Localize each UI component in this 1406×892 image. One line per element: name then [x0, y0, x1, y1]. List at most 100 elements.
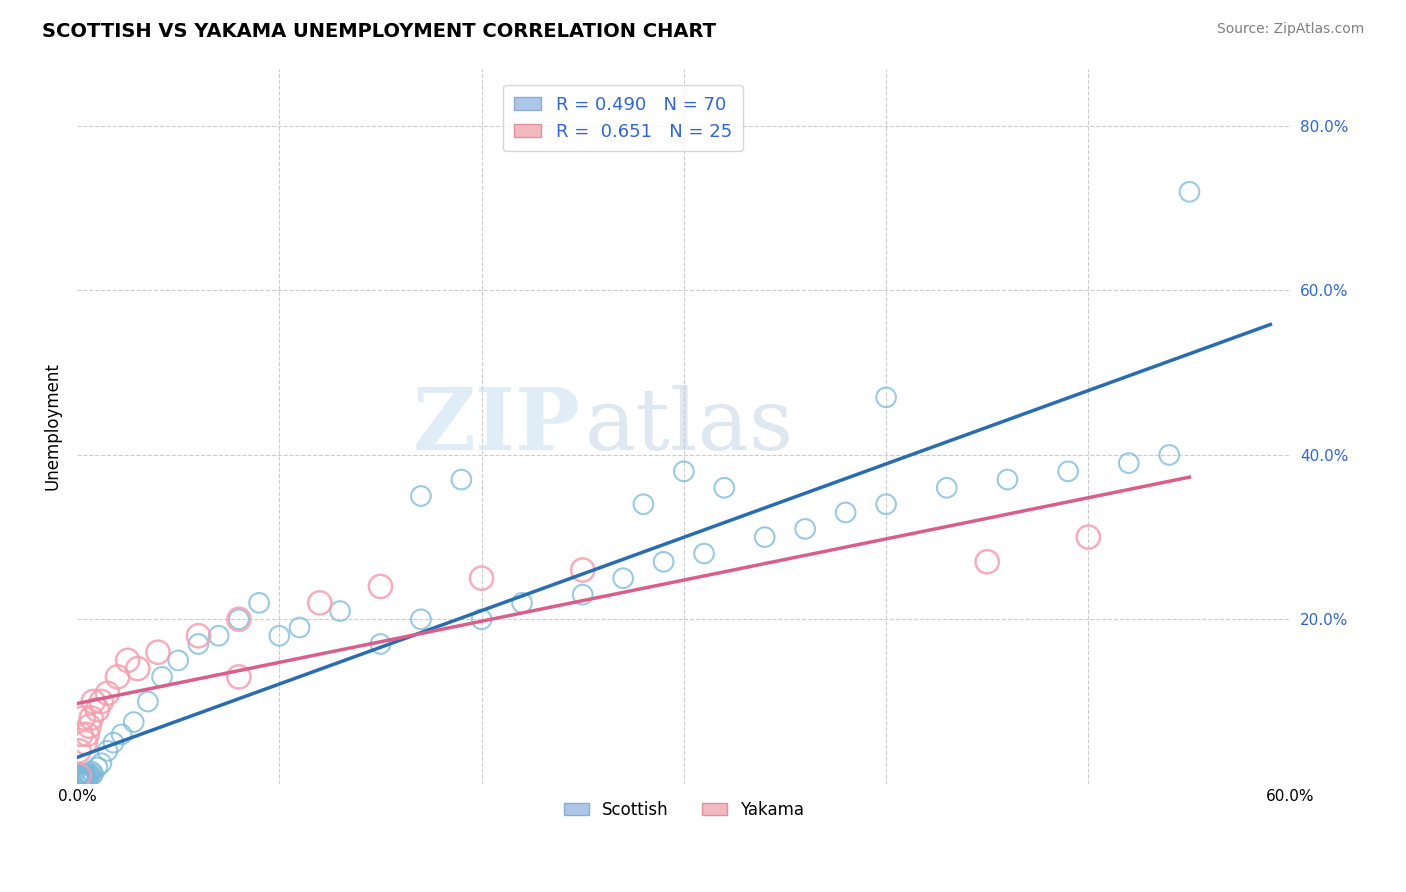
Point — [1159, 448, 1181, 462]
Text: atlas: atlas — [585, 384, 793, 467]
Point — [67, 744, 90, 758]
Point — [76, 768, 98, 782]
Point — [67, 775, 90, 789]
Point — [1057, 464, 1080, 478]
Point — [127, 662, 149, 676]
Point — [75, 767, 97, 781]
Point — [754, 530, 776, 544]
Point — [70, 767, 93, 781]
Point — [269, 629, 291, 643]
Point — [136, 694, 159, 708]
Point — [652, 555, 675, 569]
Point — [70, 773, 93, 788]
Point — [450, 473, 472, 487]
Point — [834, 505, 856, 519]
Point — [76, 770, 98, 784]
Point — [308, 596, 330, 610]
Point — [1118, 456, 1140, 470]
Point — [167, 653, 190, 667]
Point — [80, 768, 103, 782]
Point — [187, 629, 209, 643]
Point — [672, 464, 695, 478]
Point — [82, 767, 104, 781]
Point — [96, 686, 118, 700]
Point — [67, 774, 90, 789]
Point — [288, 621, 311, 635]
Point — [77, 767, 100, 781]
Point — [76, 772, 98, 787]
Point — [72, 711, 94, 725]
Point — [70, 772, 93, 786]
Point — [510, 596, 533, 610]
Point — [997, 473, 1019, 487]
Point — [72, 772, 94, 787]
Point — [713, 481, 735, 495]
Point — [70, 768, 93, 782]
Point — [976, 555, 998, 569]
Point — [409, 489, 432, 503]
Point — [90, 694, 112, 708]
Point — [72, 771, 94, 785]
Point — [67, 772, 90, 786]
Point — [67, 769, 90, 783]
Point — [122, 715, 145, 730]
Point — [571, 563, 593, 577]
Point — [117, 653, 139, 667]
Point — [67, 773, 90, 788]
Point — [247, 596, 270, 610]
Point — [228, 670, 250, 684]
Point — [471, 612, 494, 626]
Point — [75, 768, 97, 782]
Point — [693, 547, 716, 561]
Point — [228, 612, 250, 626]
Legend: Scottish, Yakama: Scottish, Yakama — [557, 794, 811, 825]
Text: ZIP: ZIP — [413, 384, 581, 468]
Text: SCOTTISH VS YAKAMA UNEMPLOYMENT CORRELATION CHART: SCOTTISH VS YAKAMA UNEMPLOYMENT CORRELAT… — [42, 22, 716, 41]
Y-axis label: Unemployment: Unemployment — [44, 362, 60, 490]
Point — [72, 770, 94, 784]
Point — [228, 612, 250, 626]
Point — [75, 736, 97, 750]
Point — [370, 637, 392, 651]
Point — [72, 768, 94, 782]
Point — [90, 756, 112, 771]
Point — [107, 670, 129, 684]
Point — [1178, 185, 1201, 199]
Point — [935, 481, 957, 495]
Point — [794, 522, 817, 536]
Point — [75, 772, 97, 786]
Point — [70, 770, 93, 784]
Point — [875, 497, 897, 511]
Point — [77, 719, 100, 733]
Point — [409, 612, 432, 626]
Point — [86, 703, 108, 717]
Point — [150, 670, 173, 684]
Point — [471, 571, 494, 585]
Point — [329, 604, 352, 618]
Point — [70, 727, 93, 741]
Point — [612, 571, 634, 585]
Point — [103, 736, 125, 750]
Point — [67, 768, 90, 782]
Point — [67, 767, 90, 781]
Point — [110, 727, 132, 741]
Point — [633, 497, 655, 511]
Point — [1077, 530, 1099, 544]
Text: Source: ZipAtlas.com: Source: ZipAtlas.com — [1216, 22, 1364, 37]
Point — [80, 764, 103, 779]
Point — [76, 727, 98, 741]
Point — [67, 768, 90, 782]
Point — [67, 770, 90, 784]
Point — [96, 744, 118, 758]
Point — [208, 629, 231, 643]
Point — [875, 390, 897, 404]
Point — [571, 588, 593, 602]
Point — [67, 771, 90, 785]
Point — [67, 772, 90, 787]
Point — [370, 579, 392, 593]
Point — [82, 694, 104, 708]
Point — [86, 760, 108, 774]
Point — [187, 637, 209, 651]
Point — [146, 645, 169, 659]
Point — [80, 711, 103, 725]
